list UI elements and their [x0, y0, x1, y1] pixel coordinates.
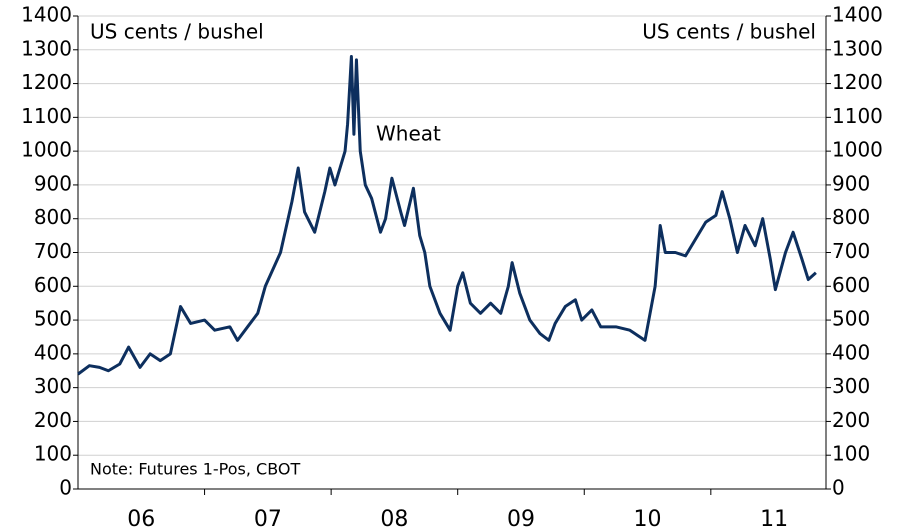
- x-tick-label: 08: [380, 507, 408, 529]
- y-axis-label: US cents / bushel: [90, 20, 264, 44]
- y-tick-label: 1100: [21, 104, 72, 128]
- y-tick-label: 0: [59, 476, 72, 500]
- y-tick-label: 500: [34, 307, 72, 331]
- y-tick-label: 700: [34, 239, 72, 263]
- y2-tick-label: 100: [832, 442, 870, 466]
- y-tick-label: 400: [34, 340, 72, 364]
- y2-tick-label: 1300: [832, 36, 883, 60]
- y-tick-label: 200: [34, 408, 72, 432]
- y2-tick-label: 1200: [832, 70, 883, 94]
- y2-tick-label: 1400: [832, 3, 883, 27]
- series-label: Wheat: [376, 122, 441, 146]
- y2-tick-label: 600: [832, 273, 870, 297]
- y-tick-label: 300: [34, 374, 72, 398]
- y-tick-label: 900: [34, 171, 72, 195]
- y2-tick-label: 900: [832, 171, 870, 195]
- y2-tick-label: 200: [832, 408, 870, 432]
- y-tick-label: 1400: [21, 3, 72, 27]
- y2-tick-label: 500: [832, 307, 870, 331]
- y2-tick-label: 1000: [832, 138, 883, 162]
- y2-tick-label: 0: [832, 476, 845, 500]
- series-line: [77, 55, 817, 376]
- x-tick-label: 07: [254, 507, 282, 529]
- y2-tick-label: 400: [832, 340, 870, 364]
- y2-axis-label: US cents / bushel: [642, 20, 816, 44]
- y2-tick-label: 1100: [832, 104, 883, 128]
- y-tick-label: 1300: [21, 36, 72, 60]
- y2-tick-label: 700: [832, 239, 870, 263]
- x-tick-label: 10: [634, 507, 662, 529]
- x-tick-label: 11: [760, 507, 788, 529]
- x-tick-label: 09: [507, 507, 535, 529]
- y2-tick-label: 300: [832, 374, 870, 398]
- y-tick-label: 1000: [21, 138, 72, 162]
- note: Note: Futures 1-Pos, CBOT: [90, 460, 301, 479]
- x-tick-label: 06: [127, 507, 155, 529]
- y-tick-label: 100: [34, 442, 72, 466]
- y2-tick-label: 800: [832, 205, 870, 229]
- y-tick-label: 800: [34, 205, 72, 229]
- y-tick-label: 600: [34, 273, 72, 297]
- y-tick-label: 1200: [21, 70, 72, 94]
